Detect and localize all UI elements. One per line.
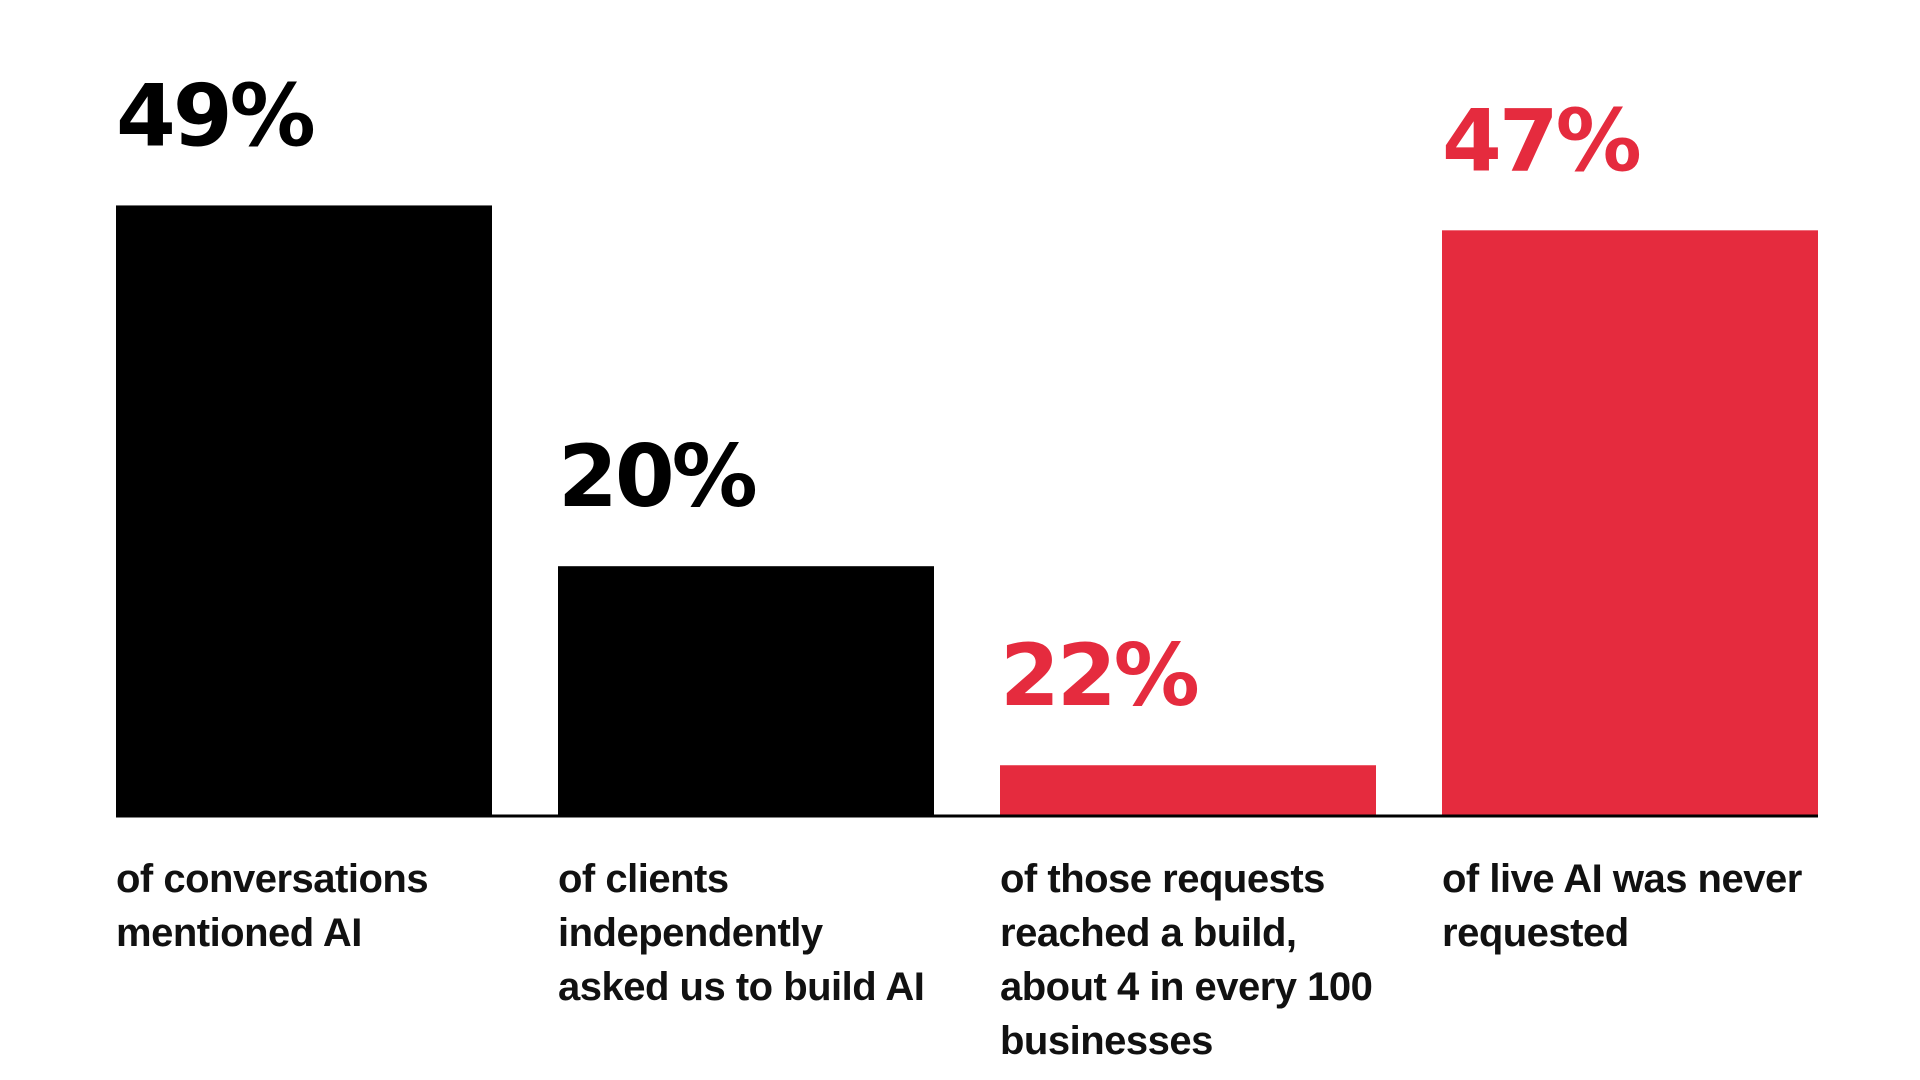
category-label-clients: of clients independently asked us to bui… (558, 857, 925, 1009)
value-label-requests-build: 22% (1000, 626, 1198, 726)
value-label-never-requested: 47% (1442, 91, 1640, 191)
value-labels-group: 49% 20% 22% 47% (116, 66, 1643, 726)
bar-conversations (116, 205, 492, 815)
bar-never-requested (1442, 230, 1818, 815)
category-label-never-requested: of live AI was never requested (1442, 857, 1802, 955)
value-label-conversations: 49% (116, 66, 314, 166)
bars-group (116, 205, 1818, 815)
category-label-conversations: of conversations mentioned AI (116, 857, 429, 955)
value-label-clients: 20% (558, 427, 756, 527)
bar-requests-build (1000, 765, 1376, 815)
bar-clients (558, 566, 934, 815)
category-label-requests-build: of those requests reached a build, about… (1000, 857, 1373, 1063)
